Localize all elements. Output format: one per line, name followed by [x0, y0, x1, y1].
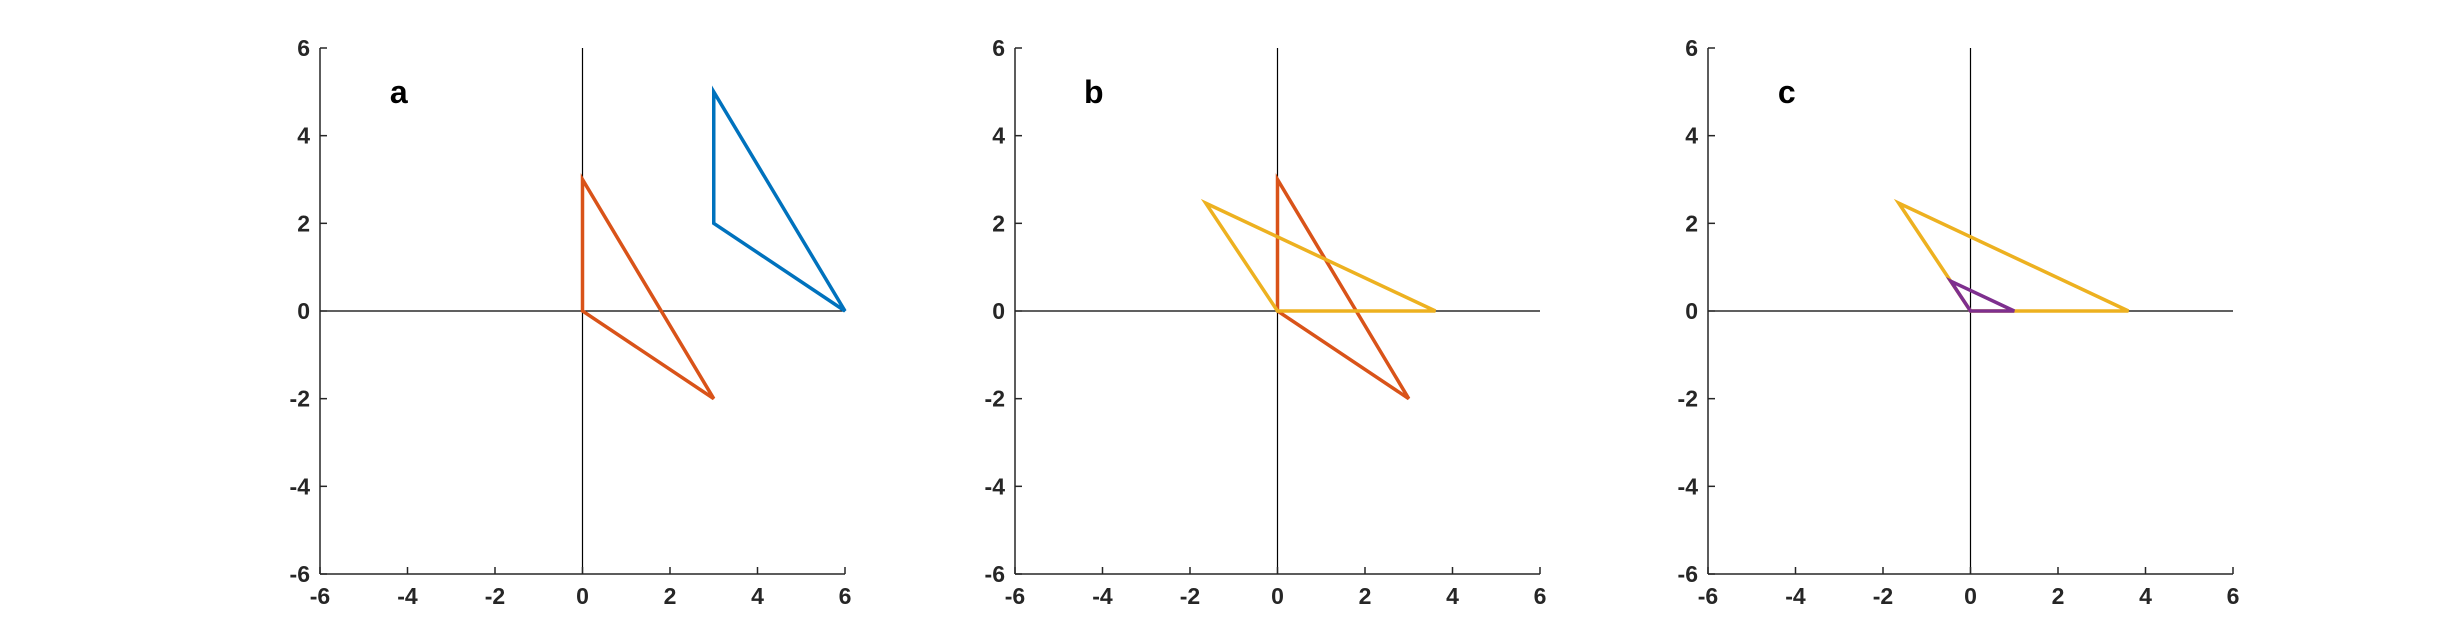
- x-tick-label: -2: [485, 583, 505, 609]
- y-tick-label: 4: [992, 123, 1005, 149]
- triangle-series-1: [712, 85, 847, 313]
- x-tick-label: -6: [1698, 583, 1718, 609]
- panel-label: b: [1084, 74, 1104, 110]
- triangle-series-2: [1200, 198, 1437, 313]
- y-tick-label: 4: [1685, 123, 1698, 149]
- y-tick-label: -4: [985, 473, 1006, 499]
- x-tick-label: 0: [1964, 583, 1977, 609]
- y-tick-label: -2: [985, 386, 1005, 412]
- y-tick-label: 6: [297, 35, 310, 61]
- y-tick-label: 0: [992, 298, 1005, 324]
- y-tick-label: -4: [1678, 473, 1699, 499]
- x-tick-label: 4: [1446, 583, 1459, 609]
- panel-b: -6 -4 -2 0 2 4 6 6 4 2 0 -2 -4 -6 b: [985, 35, 1547, 609]
- x-tick-label: -6: [310, 583, 330, 609]
- x-tick-label: 2: [2052, 583, 2065, 609]
- y-tick-label: 6: [992, 35, 1005, 61]
- y-tick-label: 0: [297, 298, 310, 324]
- y-tick-label: -6: [985, 561, 1005, 587]
- panel-label: c: [1778, 74, 1796, 110]
- panel-c: -6 -4 -2 0 2 4 6 6 4 2 0 -2 -4 -6 c: [1678, 35, 2240, 609]
- y-tick-label: 2: [1685, 210, 1698, 236]
- y-tick-label: -2: [290, 386, 310, 412]
- y-tick-label: 0: [1685, 298, 1698, 324]
- y-tick-label: -6: [290, 561, 310, 587]
- x-tick-label: -2: [1873, 583, 1893, 609]
- x-tick-label: 4: [2139, 583, 2152, 609]
- triangle-series-2: [580, 173, 716, 401]
- y-tick-label: 6: [1685, 35, 1698, 61]
- y-tick-label: 2: [992, 210, 1005, 236]
- x-tick-label: 2: [1359, 583, 1372, 609]
- x-tick-label: -4: [1785, 583, 1806, 609]
- x-tick-label: 0: [576, 583, 589, 609]
- panel-a: -6 -4 -2 0 2 4 6 6 4 2 0 -2 -4 -6 a: [290, 35, 852, 609]
- x-tick-label: 0: [1271, 583, 1284, 609]
- y-tick-label: -2: [1678, 386, 1698, 412]
- x-tick-label: -4: [397, 583, 418, 609]
- triangle-series-1: [1275, 173, 1411, 401]
- x-tick-label: 6: [839, 583, 852, 609]
- panel-label: a: [390, 74, 408, 110]
- x-tick-label: 6: [2227, 583, 2240, 609]
- triangle-series-2: [1945, 276, 2015, 313]
- y-tick-label: -4: [290, 473, 311, 499]
- y-tick-label: 4: [297, 123, 310, 149]
- x-tick-label: -2: [1180, 583, 1200, 609]
- x-tick-label: -4: [1092, 583, 1113, 609]
- x-tick-label: 6: [1534, 583, 1547, 609]
- x-tick-label: 4: [751, 583, 764, 609]
- y-tick-label: 2: [297, 210, 310, 236]
- triangle-series-1: [1893, 198, 2130, 313]
- x-tick-label: -6: [1005, 583, 1025, 609]
- y-tick-label: -6: [1678, 561, 1698, 587]
- x-tick-label: 2: [664, 583, 677, 609]
